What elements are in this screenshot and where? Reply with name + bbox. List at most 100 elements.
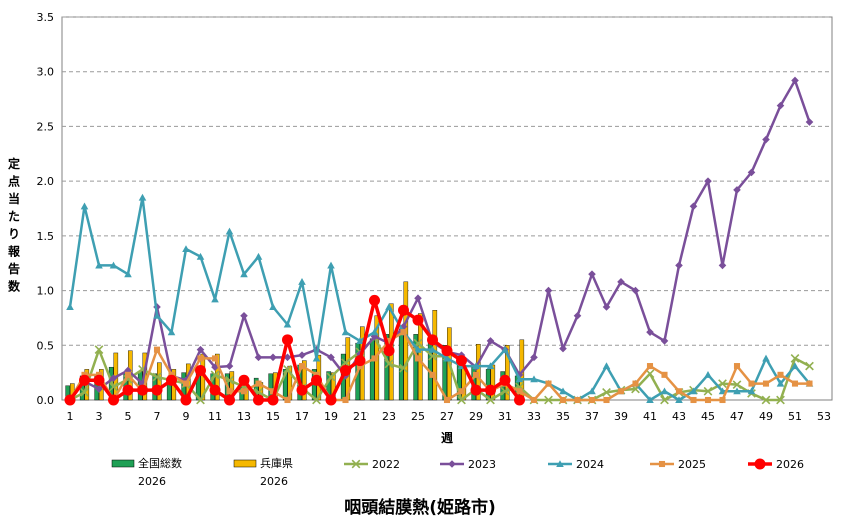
point [718,261,727,270]
point [514,394,525,406]
series-line [69,336,811,402]
point [311,374,322,386]
point [370,332,379,341]
x-tick-label: 9 [183,410,190,423]
point [690,396,697,404]
point [588,396,596,404]
point [196,252,205,260]
y-tick-label: 1.0 [37,285,55,298]
point [646,396,654,404]
x-tick-label: 33 [527,410,541,423]
point [458,388,465,395]
x-tick-label: 41 [643,410,657,423]
legend-label: 2024 [576,458,604,471]
point [80,202,89,210]
point [412,314,424,326]
point [805,118,814,126]
point [209,384,221,396]
point [544,395,553,405]
point [617,388,625,395]
point [80,387,89,397]
point [499,374,511,386]
point [646,328,654,336]
point [95,261,103,269]
point [385,303,393,311]
x-tick-label: 43 [672,410,686,423]
y-axis-label: 定点当たり報告数 [8,156,21,294]
point [443,396,451,404]
point [530,396,538,404]
point [356,337,364,344]
bar [369,338,375,401]
series-line [68,330,810,402]
point [776,395,785,405]
point [312,354,321,362]
point [79,374,90,386]
x-tick-label: 7 [154,410,161,423]
point [152,372,162,382]
point [486,337,495,345]
point [545,380,552,387]
y-axis-label-char: り [8,227,20,241]
point [754,458,766,470]
point [283,320,292,328]
point [153,346,161,353]
point [95,385,103,393]
point [153,311,161,319]
point [646,363,654,370]
point [660,395,669,405]
point [66,303,74,311]
point [588,387,596,395]
point [470,384,482,396]
x-tick-label: 25 [411,410,425,423]
point [675,261,683,270]
point [457,395,466,405]
point [559,396,567,404]
point [385,337,393,344]
point [530,353,538,362]
legend-label: 2025 [678,458,706,471]
point [399,363,408,373]
point [791,362,799,370]
point [254,252,263,260]
point [137,384,148,396]
point [342,396,349,404]
point [269,303,277,311]
x-tick-labels: 1 3 5 7 9 11 13 15 17 19 21 23 25 27 29 31 33 35 37 39 41 43 4… [67,410,832,423]
point [369,294,380,306]
point [660,387,669,395]
point [747,387,756,395]
point [805,361,814,371]
point [182,245,190,253]
point [776,101,785,110]
bar [505,345,510,401]
point [325,394,337,406]
point [384,359,394,369]
point [341,358,350,368]
point [559,344,567,353]
point [661,371,668,378]
point [777,371,784,378]
point [197,355,204,362]
x-tick-label: 15 [266,410,280,423]
x-tick-label: 49 [759,410,773,423]
y-tick-label: 3.5 [37,11,55,24]
point [326,372,336,382]
point [298,363,306,370]
point [603,396,610,404]
point [516,388,523,395]
y-tick-label: 3.0 [37,66,55,79]
point [631,286,640,295]
point [371,355,378,362]
point [267,394,279,406]
y-axis-label-char: 報 [8,244,21,259]
x-tick-label: 27 [440,410,454,423]
point [675,396,683,404]
x-axis-label: 週 [441,430,453,445]
point [472,362,480,370]
point [530,375,538,383]
point [94,345,104,355]
point [240,388,248,395]
point [732,380,742,390]
point [762,354,770,362]
